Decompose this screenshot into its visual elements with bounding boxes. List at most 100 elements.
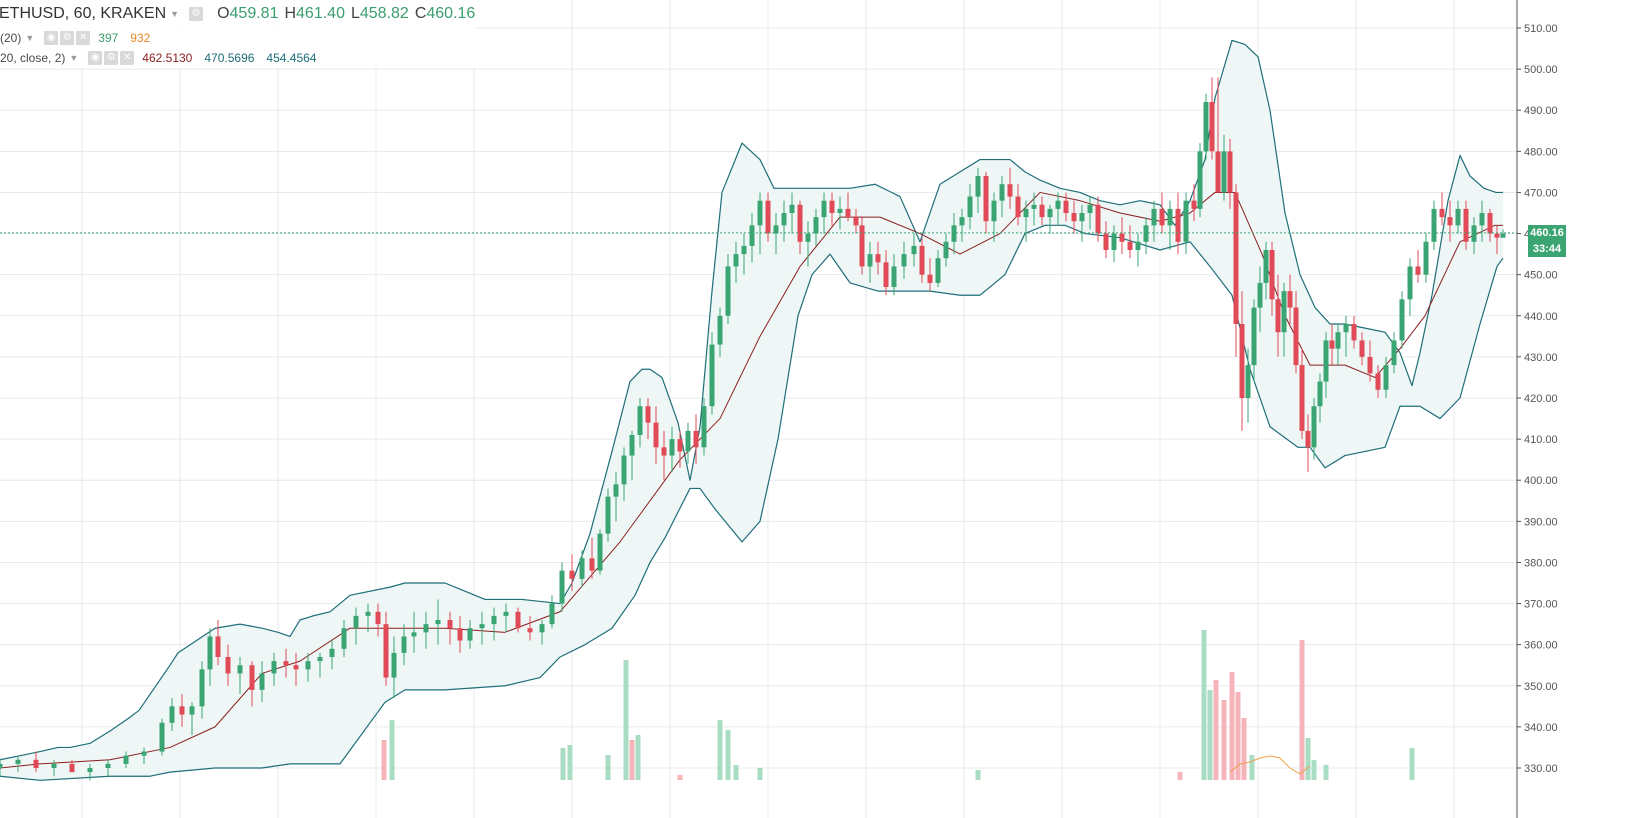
- volume-bar: [1201, 630, 1207, 780]
- volume-bar: [1249, 755, 1255, 780]
- eye-icon[interactable]: ◉: [88, 51, 103, 65]
- volume-bar: [623, 660, 629, 780]
- candle-body: [749, 225, 755, 246]
- candle-body: [1351, 324, 1357, 341]
- candle-body: [999, 184, 1005, 201]
- candle-body: [353, 615, 359, 629]
- volume-bar: [1207, 690, 1213, 780]
- candle-body: [829, 200, 835, 213]
- last-price-badge: 460.16: [1528, 224, 1566, 241]
- candle-body: [1399, 299, 1405, 341]
- candle-body: [701, 406, 707, 448]
- candle-body: [1431, 208, 1437, 242]
- candle-body: [1047, 208, 1053, 218]
- chevron-down-icon[interactable]: ▼: [170, 9, 180, 19]
- candle-body: [515, 611, 521, 629]
- candle-body: [669, 439, 675, 456]
- volume-study-tools: ◉ ⚙ ✕: [44, 31, 91, 45]
- candle-body: [1323, 340, 1329, 382]
- candle-body: [821, 200, 827, 218]
- candle-body: [491, 615, 497, 625]
- candle-body: [539, 624, 545, 633]
- chevron-down-icon[interactable]: ▼: [25, 33, 35, 43]
- axis-tick-label: 360.00: [1524, 640, 1558, 652]
- candle-body: [1135, 241, 1141, 250]
- candle-body: [1183, 200, 1189, 242]
- candle-body: [341, 628, 347, 649]
- volume-ma-line: [1229, 755, 1311, 775]
- candle-body: [935, 258, 941, 283]
- candle-body: [927, 274, 933, 283]
- candle-body: [773, 225, 779, 234]
- candle-body: [709, 344, 715, 407]
- candle-body: [33, 759, 39, 768]
- candle-body: [1151, 208, 1157, 226]
- candle-body: [317, 657, 323, 662]
- axis-tick-label: 470.00: [1524, 187, 1558, 199]
- candle-body: [503, 611, 509, 616]
- lower-band-line: [0, 224, 1504, 781]
- axis-tick-label: 410.00: [1524, 434, 1558, 446]
- chevron-down-icon[interactable]: ▼: [69, 53, 79, 63]
- candle-body: [943, 241, 949, 259]
- candle-body: [1269, 250, 1275, 300]
- volume-bar: [1229, 672, 1235, 780]
- candle-body: [1215, 151, 1221, 193]
- candle-body: [1191, 200, 1197, 209]
- candle-body: [1335, 332, 1341, 349]
- candle-body: [569, 570, 575, 579]
- candle-body: [1367, 356, 1373, 374]
- candle-body: [853, 217, 859, 226]
- candle-body: [237, 665, 243, 674]
- candle-body: [975, 176, 981, 197]
- candle-body: [1007, 184, 1013, 197]
- candle-body: [1263, 250, 1269, 283]
- candle-body: [1317, 381, 1323, 407]
- candle-body: [991, 200, 997, 222]
- eye-icon[interactable]: ◉: [44, 31, 59, 45]
- basis-line: [0, 191, 1503, 769]
- symbol-title[interactable]: ETHUSD, 60, KRAKEN: [0, 5, 167, 22]
- candle-body: [423, 624, 429, 633]
- volume-bar: [1241, 718, 1247, 780]
- candle-body: [629, 435, 635, 456]
- open-label: O: [217, 5, 230, 22]
- axis-tick-label: 420.00: [1524, 393, 1558, 405]
- volume-study-label[interactable]: (20): [0, 31, 22, 45]
- bb-study-label[interactable]: 20, close, 2): [0, 51, 66, 65]
- candle-body: [51, 763, 57, 768]
- settings-icon[interactable]: ⚙: [189, 7, 204, 21]
- candle-body: [1407, 266, 1413, 300]
- settings-icon[interactable]: ⚙: [104, 51, 119, 65]
- volume-bar: [1311, 760, 1317, 780]
- candle-body: [717, 315, 723, 345]
- close-icon[interactable]: ✕: [76, 31, 91, 45]
- volume-bar: [1323, 765, 1329, 780]
- volume-value: 397: [98, 31, 119, 45]
- legend: ETHUSD, 60, KRAKEN ▼ ⚙ O 459.81 H 461.40 L…: [0, 0, 476, 68]
- volume-bar: [560, 748, 566, 780]
- candle-body: [661, 447, 667, 456]
- candle-body: [365, 611, 371, 616]
- candle-body: [207, 636, 213, 670]
- settings-icon[interactable]: ⚙: [60, 31, 75, 45]
- candle-body: [1119, 233, 1125, 242]
- volume-bar: [605, 755, 611, 780]
- price-axis[interactable]: 510.00500.00490.00480.00470.00460.00450.…: [1516, 0, 1558, 818]
- axis-tick-label: 490.00: [1524, 105, 1558, 117]
- close-icon[interactable]: ✕: [120, 51, 135, 65]
- candle-body: [1359, 340, 1365, 357]
- candle-body: [1455, 208, 1461, 226]
- candle-body: [1239, 324, 1245, 398]
- volume-bar: [1409, 748, 1415, 780]
- candle-body: [559, 570, 565, 604]
- volume-bar: [1299, 640, 1305, 780]
- candle-body: [1257, 282, 1263, 308]
- candle-body: [1415, 266, 1421, 275]
- candle-body: [1071, 213, 1077, 222]
- volume-bar: [381, 740, 387, 780]
- candle-body: [215, 636, 221, 657]
- candle-body: [959, 217, 965, 226]
